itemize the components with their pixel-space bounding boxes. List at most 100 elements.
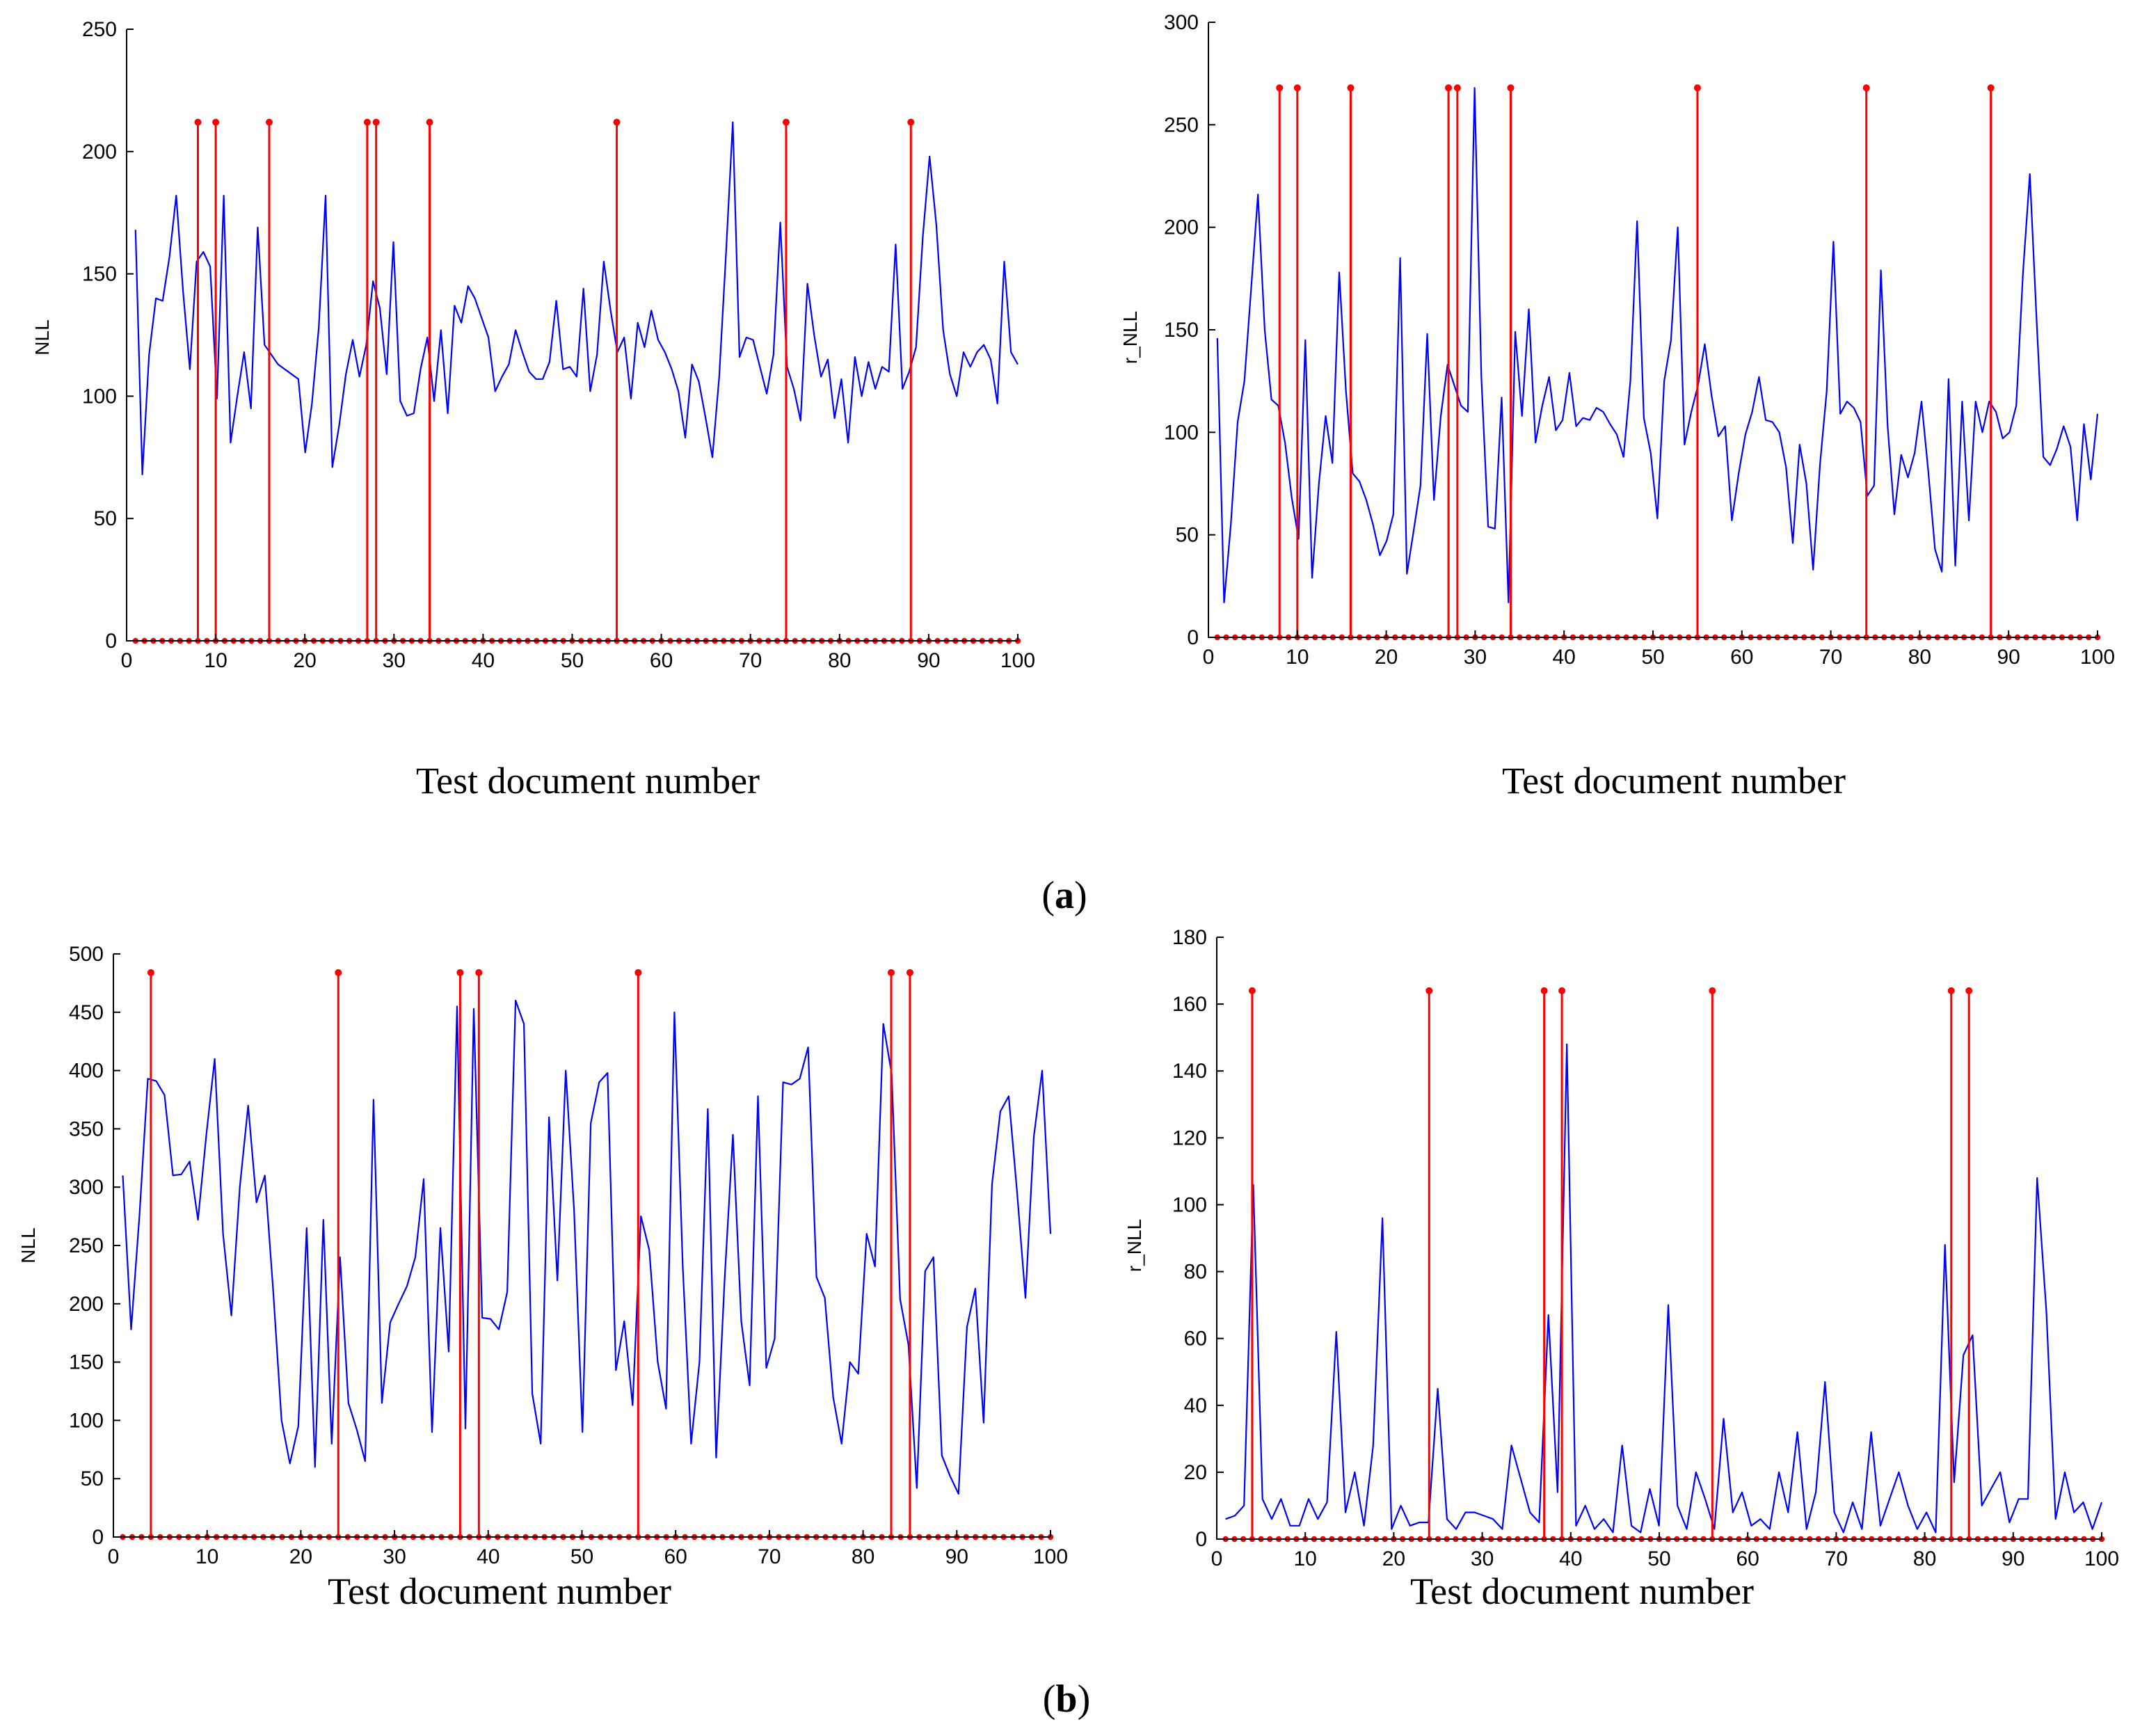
chart-b-right-xtick-label: 60 [1736,1547,1759,1570]
chart-a-left-ytick-label: 100 [82,385,117,408]
chart-b-left-ytick-label: 50 [81,1467,104,1490]
chart-b-left-xtick-label: 60 [664,1545,687,1568]
chart-b-right-anomaly-marker [1965,987,1973,994]
chart-a-right-anomaly-marker [1693,84,1701,92]
chart-b-right-ytick-label: 180 [1172,926,1207,949]
chart-a-left-xtick-label: 0 [121,649,133,672]
chart-a-left-xtick-label: 80 [828,649,851,672]
chart-a-right-xtick-label: 100 [2080,646,2115,669]
chart-b-right-anomaly-marker [1248,987,1256,994]
chart-b-left-ytick-label: 350 [69,1117,104,1140]
chart-b-right-ytick-label: 160 [1172,993,1207,1016]
chart-b-left-xtick-label: 70 [758,1545,781,1568]
chart-b-left-anomaly-marker [634,969,642,976]
chart-b-left-xtick-label: 80 [852,1545,874,1568]
chart-a-left-xtick-label: 40 [472,649,495,672]
chart-a-right-xlabel: Test document number [1502,760,1846,802]
chart-b-left-anomaly-marker [335,969,342,976]
chart-b-left-xlabel: Test document number [328,1570,671,1612]
chart-b-right-ytick-label: 60 [1184,1328,1207,1351]
chart-b-left-xtick-label: 30 [383,1545,406,1568]
chart-a-left-anomaly-marker [212,118,220,126]
chart-a-left-xtick-label: 10 [204,649,227,672]
chart-a-left-anomaly-marker [426,118,433,126]
chart-a-right-ylabel: r_NLL [1119,311,1141,364]
chart-b-right-ytick-label: 100 [1172,1193,1207,1216]
chart-b-left-anomaly-marker [456,969,464,976]
chart-a-right-xtick-label: 80 [1908,646,1931,669]
chart-b-right-anomaly-marker [1540,987,1548,994]
chart-a-left-anomaly-marker [613,118,621,126]
chart-a-right-xtick-label: 40 [1553,646,1576,669]
chart-a-right-ytick-label: 300 [1164,11,1199,34]
chart-a-right-ytick-label: 100 [1164,421,1199,444]
chart-b-right-xlabel: Test document number [1410,1570,1754,1612]
chart-a-left-series-nll-line [134,121,1018,476]
chart-a-right-xtick-label: 10 [1286,646,1309,669]
chart-a-right-xticks: 0 10 20 30 40 50 60 70 80 90 100 [1203,630,2115,669]
chart-b-right-xtick-label: 50 [1647,1547,1670,1570]
chart-b-left-xtick-label: 50 [570,1545,593,1568]
chart-b-left-ytick-label: 150 [69,1351,104,1374]
chart-a-right-xtick-label: 60 [1730,646,1753,669]
chart-a-left-ytick-label: 150 [82,263,117,286]
chart-b-right-ytick-label: 120 [1172,1126,1207,1149]
chart-a-right-anomaly-marker [1453,84,1461,92]
chart-a-right-anomaly-marker [1293,84,1301,92]
chart-a-right-anomaly-marker [1445,84,1453,92]
chart-b-right-ytick-label: 0 [1195,1528,1207,1551]
chart-a-right-xtick-label: 30 [1464,646,1487,669]
chart-a-right-xtick-label: 70 [1819,646,1842,669]
chart-b-left-xtick-label: 0 [108,1545,120,1568]
chart-b-right-anomaly-marker [1947,987,1955,994]
chart-b-right: 0 10 20 30 40 50 60 70 80 90 100 0 20 40 60 80 100 120 14… [1124,926,2119,1612]
chart-a-left-anomaly-marker [363,118,371,126]
chart-a-left-xtick-label: 70 [739,649,762,672]
panel-a-tag: (a) [1041,874,1087,917]
chart-a-left-ylabel: NLL [31,319,53,355]
chart-b-right-xtick-label: 80 [1913,1547,1936,1570]
chart-b-right-xtick-label: 20 [1382,1547,1405,1570]
chart-b-left-anomaly-marker [906,969,913,976]
chart-a-left-xtick-label: 20 [294,649,317,672]
chart-a-right-anomaly-marker [1347,84,1355,92]
chart-b-right-series-r-nll-line [1225,1043,2103,1534]
chart-b-left-xticks: 0 10 20 30 40 50 60 70 80 90 100 [108,1530,1068,1568]
chart-b-right-ytick-label: 140 [1172,1060,1207,1083]
chart-b-right-xticks: 0 10 20 30 40 50 60 70 80 90 100 [1211,1532,2119,1570]
chart-a-left-ytick-label: 50 [94,507,117,530]
chart-a-left-xtick-label: 60 [650,649,673,672]
chart-b-left-xtick-label: 90 [945,1545,968,1568]
chart-b-right-ytick-label: 80 [1184,1261,1207,1284]
chart-b-left-anomaly-marker [147,969,154,976]
chart-b-right-xtick-label: 10 [1294,1547,1317,1570]
chart-a-left-xlabel: Test document number [416,760,760,802]
chart-a-right-anomaly-marker [1987,84,1995,92]
chart-a-right-anomaly-marker [1507,84,1515,92]
chart-b-left-anomaly-marker [888,969,895,976]
chart-a-left-anomaly-marker [265,118,273,126]
chart-a-left: 0 10 20 30 40 50 60 70 80 90 100 0 50 100 150 200 250 N… [31,18,1035,802]
chart-b-left-yticks: 0 50 100 150 200 250 300 350 400 450 500 [69,943,120,1549]
chart-b-right-xtick-label: 100 [2084,1547,2119,1570]
chart-a-left-anomaly-marker [907,118,915,126]
chart-a-left-xtick-label: 30 [383,649,406,672]
chart-a-left-anomaly-marker [782,118,790,126]
chart-a-right: 0 10 20 30 40 50 60 70 80 90 100 0 50 100 150 200 250 30… [1119,11,2115,802]
chart-b-left-ytick-label: 500 [69,943,104,966]
chart-b-left-ylabel: NLL [17,1227,39,1263]
chart-b-left-ytick-label: 400 [69,1060,104,1083]
chart-b-right-xtick-label: 90 [2002,1547,2024,1570]
chart-b-left-ytick-label: 0 [92,1526,104,1549]
chart-b-right-xtick-label: 0 [1211,1547,1223,1570]
chart-a-right-ytick-label: 0 [1187,626,1199,649]
chart-a-right-anomaly-marker [1862,84,1870,92]
chart-a-right-series-r-nll-line [1216,87,2099,604]
chart-b-left: 0 10 20 30 40 50 60 70 80 90 100 0 50 100 150 200 250 30… [17,943,1068,1612]
chart-b-left-ytick-label: 450 [69,1001,104,1024]
chart-b-right-anomaly-marker [1558,987,1566,994]
chart-b-right-xtick-label: 30 [1471,1547,1494,1570]
chart-a-right-anomaly-marker [1276,84,1284,92]
chart-a-left-xtick-label: 90 [917,649,940,672]
